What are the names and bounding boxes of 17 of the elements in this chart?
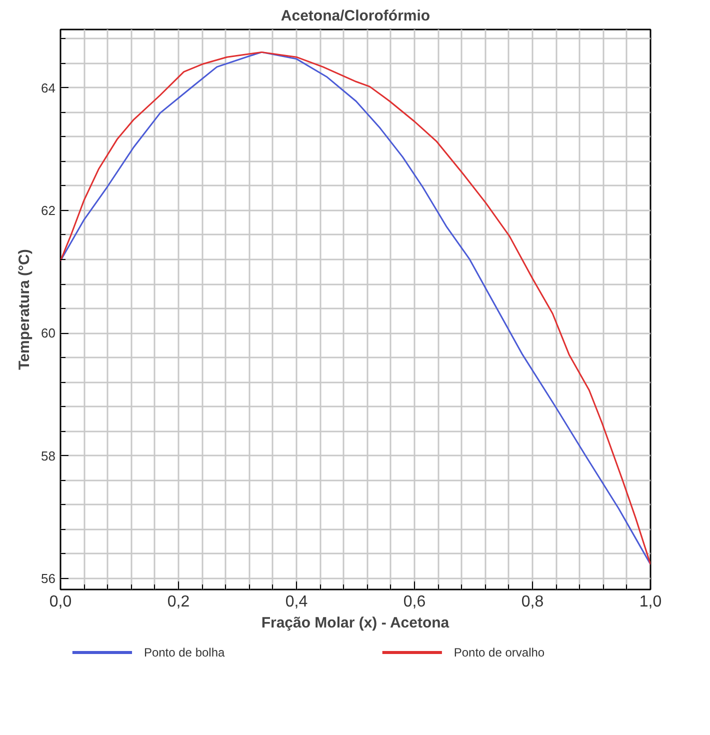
y-tick-label: 60: [41, 326, 56, 341]
legend-label: Ponto de bolha: [144, 646, 226, 660]
y-tick-label: 58: [41, 448, 56, 464]
x-tick-label: 0,6: [403, 594, 426, 610]
line-series: [60, 51, 650, 566]
x-tick-label: 0,8: [521, 594, 544, 610]
x-tick-label: 0,2: [167, 594, 190, 610]
y-tick-label: 56: [41, 570, 56, 586]
x-tick-label: 1,0: [639, 594, 662, 610]
x-tick-label: 0,4: [285, 594, 308, 610]
x-axis-title: Fração Molar (x) - Acetona: [261, 614, 450, 632]
x-tick-label: 0,0: [49, 594, 72, 610]
y-tick-label: 62: [41, 202, 56, 218]
y-tick-label: 64: [41, 80, 56, 96]
legend-label: Ponto de orvalho: [454, 646, 545, 660]
y-axis-title: Temperatura (°C): [16, 249, 34, 370]
chart-title: Acetona/Clorofórmio: [280, 8, 430, 24]
